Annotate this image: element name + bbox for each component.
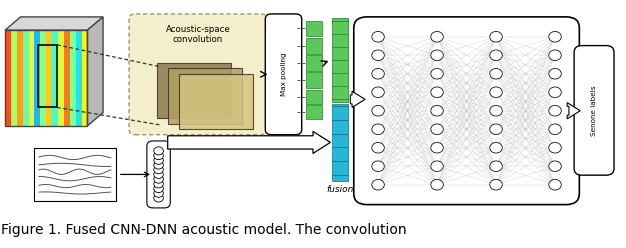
Circle shape [154,194,163,202]
Circle shape [549,31,562,42]
Circle shape [372,31,384,42]
Circle shape [549,105,562,116]
Circle shape [431,161,443,172]
Circle shape [549,124,562,135]
Circle shape [372,142,384,153]
Polygon shape [88,17,103,126]
Circle shape [372,50,384,61]
FancyBboxPatch shape [354,17,579,205]
Polygon shape [351,91,365,107]
Bar [34,30,40,126]
FancyBboxPatch shape [265,14,302,135]
Bar [180,74,253,129]
Circle shape [490,87,502,97]
Circle shape [372,87,384,97]
Polygon shape [5,17,103,30]
Circle shape [490,161,502,172]
Circle shape [549,142,562,153]
Circle shape [431,180,443,190]
Circle shape [431,31,443,42]
Bar [306,38,322,54]
Bar [29,30,34,126]
Bar [168,68,242,124]
Circle shape [490,50,502,61]
Circle shape [490,124,502,135]
Circle shape [431,142,443,153]
Bar [306,105,322,119]
Circle shape [154,156,163,164]
Bar [81,30,88,126]
Circle shape [372,161,384,172]
Text: fusion: fusion [326,185,354,194]
Bar [332,18,347,102]
Bar [58,30,64,126]
Circle shape [372,68,384,79]
Text: Figure 1. Fused CNN-DNN acoustic model. The convolution: Figure 1. Fused CNN-DNN acoustic model. … [1,223,406,237]
Circle shape [431,105,443,116]
Circle shape [154,185,163,193]
Circle shape [154,189,163,197]
Polygon shape [168,131,331,154]
Circle shape [431,87,443,97]
Circle shape [154,175,163,183]
Bar [64,30,69,126]
Circle shape [154,152,163,160]
Circle shape [372,124,384,135]
Bar [23,30,29,126]
Bar [40,30,46,126]
FancyBboxPatch shape [129,14,267,135]
Circle shape [490,180,502,190]
Bar [157,63,230,119]
Text: Max pooling: Max pooling [280,53,287,96]
Bar [5,30,11,126]
Bar [306,55,322,71]
Bar [5,30,88,126]
Bar [306,72,322,88]
Circle shape [549,50,562,61]
Circle shape [431,68,443,79]
Circle shape [431,124,443,135]
Circle shape [154,166,163,174]
Circle shape [549,180,562,190]
Text: Senone labels: Senone labels [591,85,597,136]
Circle shape [372,105,384,116]
Bar [46,30,52,126]
Text: Acoustic-space
convolution: Acoustic-space convolution [166,25,230,44]
Bar [17,30,23,126]
Circle shape [549,68,562,79]
Circle shape [490,142,502,153]
Circle shape [490,68,502,79]
Circle shape [431,50,443,61]
Bar [306,21,322,36]
Bar [332,104,347,181]
Circle shape [154,170,163,179]
Bar [76,30,81,126]
Bar [34,148,116,201]
Polygon shape [567,103,580,119]
Bar [38,45,57,107]
Circle shape [549,87,562,97]
Circle shape [154,147,163,155]
Bar [69,30,76,126]
Circle shape [154,161,163,169]
Circle shape [549,161,562,172]
Bar [52,30,58,126]
Circle shape [490,105,502,116]
Circle shape [154,180,163,188]
FancyBboxPatch shape [574,46,614,175]
Circle shape [372,180,384,190]
Circle shape [490,31,502,42]
Bar [11,30,17,126]
Bar [306,90,322,104]
